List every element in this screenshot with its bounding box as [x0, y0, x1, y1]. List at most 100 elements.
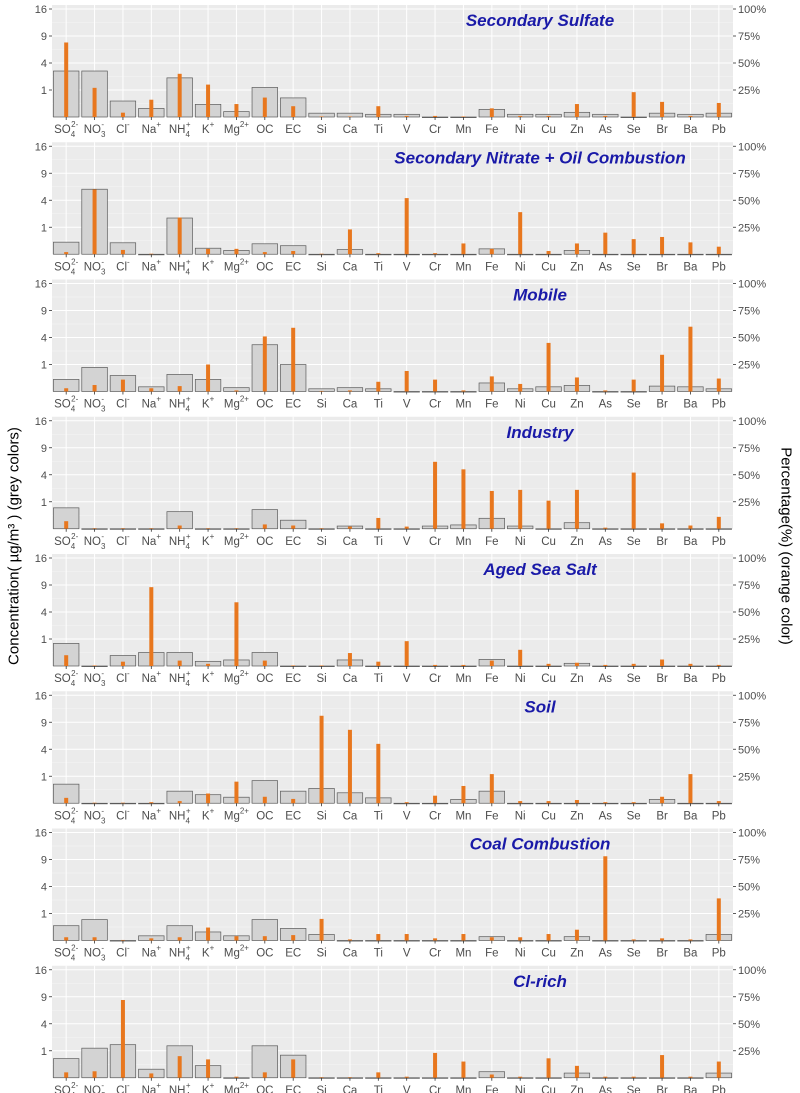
x-tick-label: Cu [541, 124, 556, 136]
x-tick-label: As [599, 261, 613, 273]
x-tick-label: NH4+ [169, 1081, 191, 1093]
percentage-bar [234, 248, 239, 255]
percentage-bar [404, 198, 409, 255]
x-tick-label: Br [656, 261, 668, 273]
percentage-bar [461, 934, 466, 941]
panel: 16 9 4 1 100% 75% 50% 25% SO42- NO3- Cl- Na+ NH4+ K+ M… [35, 828, 767, 963]
percentage-bar [376, 934, 381, 941]
x-tick-label: Mn [455, 399, 471, 411]
x-tick-label: Cr [429, 124, 441, 136]
percentage-bar [149, 938, 154, 941]
percentage-bar [603, 115, 608, 117]
panel-title: Coal Combustion [470, 835, 611, 854]
percentage-bar [177, 217, 182, 255]
x-tick-label: Cu [541, 810, 556, 822]
x-tick-label: Si [316, 673, 326, 685]
x-tick-label: Zn [570, 536, 583, 548]
percentage-bar [631, 379, 636, 392]
percentage-bar [660, 938, 665, 941]
x-tick-label: V [403, 673, 411, 685]
right-tick-label: 75% [738, 855, 760, 867]
x-tick-label: Mg2+ [224, 532, 249, 548]
x-tick-label: Pb [712, 124, 726, 136]
percentage-bar [234, 936, 239, 941]
x-tick-label: Mn [455, 810, 471, 822]
panel-title: Cl-rich [513, 972, 567, 991]
right-tick-label: 50% [738, 744, 760, 756]
x-tick-label: V [403, 810, 411, 822]
percentage-bar [688, 115, 693, 117]
percentage-bar [574, 662, 579, 666]
percentage-bar [546, 934, 551, 941]
percentage-bar [574, 243, 579, 255]
x-tick-label: V [403, 261, 411, 273]
x-tick-label: SO42- [54, 257, 79, 276]
x-tick-label: Ti [374, 1085, 383, 1093]
right-tick-label: 25% [738, 222, 760, 234]
percentage-bar [319, 253, 324, 255]
x-tick-label: Se [627, 399, 641, 411]
percentage-bar [546, 342, 551, 392]
percentage-bar [347, 116, 352, 117]
x-tick-label: Br [656, 810, 668, 822]
x-tick-label: OC [256, 1085, 273, 1093]
percentage-bar [92, 665, 97, 666]
left-tick-label: 16 [35, 965, 47, 977]
percentage-bar [688, 525, 693, 529]
left-tick-label: 16 [35, 4, 47, 16]
percentage-bar [660, 236, 665, 255]
x-tick-label: Pb [712, 261, 726, 273]
x-tick-label: Mg2+ [224, 120, 249, 136]
x-tick-label: Mn [455, 1085, 471, 1093]
percentage-bar [120, 379, 125, 392]
x-tick-label: Na+ [142, 395, 162, 411]
x-tick-label: Pb [712, 536, 726, 548]
percentage-bar [660, 354, 665, 392]
percentage-bar [376, 106, 381, 117]
x-tick-label: Ti [374, 124, 383, 136]
percentage-bar [376, 381, 381, 392]
percentage-bar [206, 927, 211, 941]
percentage-bar [716, 246, 721, 255]
x-tick-label: NH4+ [169, 257, 191, 276]
right-tick-label: 75% [738, 31, 760, 43]
x-tick-label: Ni [515, 536, 526, 548]
x-tick-label: OC [256, 810, 273, 822]
percentage-bar [149, 388, 154, 392]
percentage-bar [149, 528, 154, 529]
percentage-bar [347, 1077, 352, 1078]
percentage-bar [631, 802, 636, 804]
x-tick-label: Ni [515, 261, 526, 273]
x-tick-label: Si [316, 1085, 326, 1093]
x-tick-label: Zn [570, 124, 583, 136]
x-tick-label: Ba [683, 948, 698, 960]
x-tick-label: Zn [570, 399, 583, 411]
percentage-bar [319, 116, 324, 117]
x-tick-label: OC [256, 536, 273, 548]
x-tick-label: Mn [455, 673, 471, 685]
x-tick-label: NO3- [84, 944, 106, 963]
x-tick-label: Na+ [142, 1081, 162, 1093]
percentage-bar [688, 1076, 693, 1078]
left-tick-label: 9 [41, 717, 47, 729]
percentage-bar [461, 116, 466, 117]
percentage-bar [120, 939, 125, 941]
panel: 16 9 4 1 100% 75% 50% 25% SO42- NO3- Cl- Na+ NH4+ K+ M… [35, 4, 767, 139]
percentage-bar [518, 212, 523, 255]
x-tick-label: Cr [429, 948, 441, 960]
x-tick-label: Pb [712, 1085, 726, 1093]
percentage-bar [319, 715, 324, 804]
percentage-bar [631, 663, 636, 666]
left-tick-label: 4 [41, 607, 47, 619]
x-tick-label: OC [256, 399, 273, 411]
x-tick-label: As [599, 399, 613, 411]
x-tick-label: NH4+ [169, 806, 191, 825]
x-tick-label: Ca [343, 536, 358, 548]
x-tick-label: Cu [541, 399, 556, 411]
x-tick-label: NO3- [84, 1081, 106, 1093]
percentage-bar [347, 653, 352, 666]
percentage-bar [688, 774, 693, 804]
concentration-bar [336, 112, 364, 118]
right-tick-label: 50% [738, 470, 760, 482]
x-tick-label: Ca [343, 124, 358, 136]
